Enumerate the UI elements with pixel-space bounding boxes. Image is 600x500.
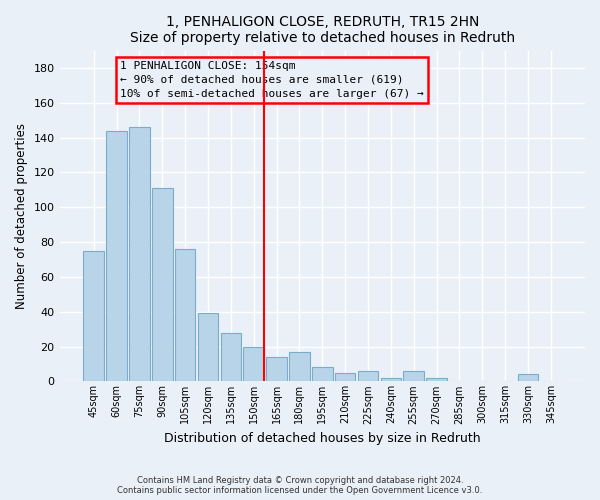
Y-axis label: Number of detached properties: Number of detached properties: [15, 123, 28, 309]
Bar: [266, 357, 287, 382]
Bar: [426, 378, 447, 382]
Bar: [335, 372, 355, 382]
Bar: [129, 127, 150, 382]
Title: 1, PENHALIGON CLOSE, REDRUTH, TR15 2HN
Size of property relative to detached hou: 1, PENHALIGON CLOSE, REDRUTH, TR15 2HN S…: [130, 15, 515, 45]
Bar: [152, 188, 173, 382]
Bar: [198, 314, 218, 382]
Bar: [380, 378, 401, 382]
Bar: [289, 352, 310, 382]
Bar: [312, 368, 332, 382]
Bar: [106, 130, 127, 382]
Bar: [358, 371, 378, 382]
Bar: [221, 332, 241, 382]
Bar: [83, 251, 104, 382]
Bar: [244, 346, 264, 382]
X-axis label: Distribution of detached houses by size in Redruth: Distribution of detached houses by size …: [164, 432, 481, 445]
Text: Contains HM Land Registry data © Crown copyright and database right 2024.
Contai: Contains HM Land Registry data © Crown c…: [118, 476, 482, 495]
Bar: [518, 374, 538, 382]
Text: 1 PENHALIGON CLOSE: 154sqm
← 90% of detached houses are smaller (619)
10% of sem: 1 PENHALIGON CLOSE: 154sqm ← 90% of deta…: [120, 61, 424, 99]
Bar: [403, 371, 424, 382]
Bar: [175, 249, 196, 382]
